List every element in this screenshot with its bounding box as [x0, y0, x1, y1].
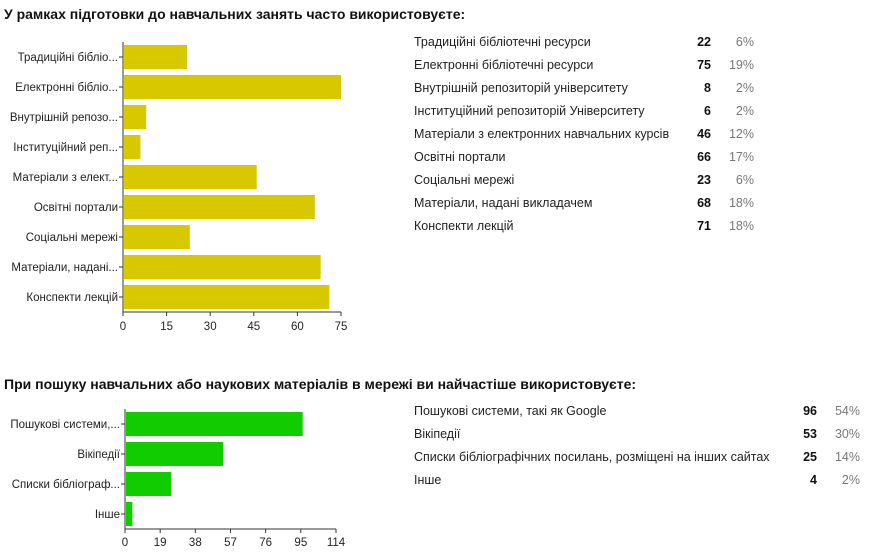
bar[interactable] [124, 195, 315, 219]
summary-row: Матеріали з електронних навчальних курсі… [414, 127, 764, 150]
summary-label: Електронні бібліотечні ресурси [414, 58, 594, 72]
category-label: Інше [95, 509, 120, 521]
summary-row: Пошукові системи, такі як Google 96 54% [414, 404, 870, 427]
x-tick-label: 19 [154, 537, 167, 549]
summary-count: 53 [803, 427, 817, 441]
category-label: Соціальні мережі [26, 232, 118, 244]
bar[interactable] [126, 412, 303, 436]
summary-count: 96 [803, 404, 817, 418]
chart-2-title: При пошуку навчальних або наукових матер… [4, 376, 637, 392]
summary-count: 22 [697, 35, 711, 49]
summary-row: Інше 4 2% [414, 473, 870, 496]
summary-label: Освітні портали [414, 150, 506, 164]
bar[interactable] [124, 285, 330, 309]
bar[interactable] [126, 472, 172, 496]
summary-label: Списки бібліографічних посилань, розміще… [414, 450, 770, 464]
summary-label: Конспекти лекцій [414, 219, 514, 233]
summary-count: 25 [803, 450, 817, 464]
bar[interactable] [124, 75, 341, 99]
chart-2-bar-chart: Пошукові системи,... Вікіпедії Списки бібл… [10, 409, 346, 549]
summary-label: Соціальні мережі [414, 173, 515, 187]
summary-row: Матеріали, надані викладачем 68 18% [414, 196, 764, 219]
bar[interactable] [124, 135, 141, 159]
summary-percent: 18% [728, 196, 754, 210]
summary-count: 23 [697, 173, 711, 187]
summary-label: Вікіпедії [414, 427, 461, 441]
bar[interactable] [124, 225, 190, 249]
summary-row: Інституційний репозиторій Університету 6 2… [414, 104, 764, 127]
category-label: Внутрішній репозо... [10, 112, 118, 124]
category-label: Матеріали з елект... [13, 172, 118, 184]
summary-percent: 2% [735, 81, 754, 95]
category-label: Списки бібліограф... [12, 479, 120, 491]
chart-1-bar-chart: Традиційні бібліо... Електронні бібліо...… [10, 42, 348, 333]
summary-label: Матеріали, надані викладачем [414, 196, 593, 210]
chart-1-summary-table: Традиційні бібліотечні ресурси 22 6% Електр… [414, 35, 774, 245]
x-tick-label: 114 [327, 537, 346, 549]
x-tick-label: 76 [259, 537, 272, 549]
summary-percent: 2% [735, 104, 754, 118]
summary-percent: 6% [735, 35, 754, 49]
x-tick-label: 15 [160, 321, 173, 333]
bar[interactable] [124, 255, 321, 279]
x-tick-label: 0 [120, 321, 126, 333]
summary-count: 68 [697, 196, 711, 210]
bar[interactable] [126, 442, 224, 466]
summary-count: 75 [697, 58, 711, 72]
summary-row: Внутрішній репозиторій університету 8 2% [414, 81, 764, 104]
summary-count: 8 [704, 81, 711, 95]
summary-percent: 14% [834, 450, 860, 464]
x-tick-label: 60 [291, 321, 304, 333]
x-tick-label: 30 [204, 321, 217, 333]
summary-row: Соціальні мережі 23 6% [414, 173, 764, 196]
summary-count: 46 [697, 127, 711, 141]
summary-count: 66 [697, 150, 711, 164]
summary-row: Конспекти лекцій 71 18% [414, 219, 764, 242]
summary-count: 71 [697, 219, 711, 233]
x-tick-label: 38 [189, 537, 202, 549]
summary-percent: 17% [728, 150, 754, 164]
summary-row: Традиційні бібліотечні ресурси 22 6% [414, 35, 764, 58]
chart-1-title: У рамках підготовки до навчальних занять… [4, 6, 466, 22]
summary-percent: 18% [728, 219, 754, 233]
summary-percent: 2% [841, 473, 860, 487]
summary-count: 4 [810, 473, 817, 487]
summary-count: 6 [704, 104, 711, 118]
summary-row: Електронні бібліотечні ресурси 75 19% [414, 58, 764, 81]
category-label: Конспекти лекцій [26, 292, 118, 304]
summary-label: Матеріали з електронних навчальних курсі… [414, 127, 670, 141]
bar[interactable] [124, 45, 187, 69]
category-label: Електронні бібліо... [15, 82, 118, 94]
summary-row: Вікіпедії 53 30% [414, 427, 870, 450]
x-tick-label: 45 [247, 321, 260, 333]
summary-label: Традиційні бібліотечні ресурси [414, 35, 591, 49]
category-label: Вікіпедії [77, 449, 120, 461]
bar[interactable] [124, 165, 257, 189]
summary-percent: 19% [728, 58, 754, 72]
summary-percent: 6% [735, 173, 754, 187]
category-label: Інституційний реп... [13, 142, 118, 154]
summary-label: Інституційний репозиторій Університету [414, 104, 645, 118]
x-tick-label: 0 [122, 537, 128, 549]
summary-label: Пошукові системи, такі як Google [414, 404, 607, 418]
chart-2-summary-table: Пошукові системи, такі як Google 96 54% Вік… [414, 404, 874, 504]
summary-row: Списки бібліографічних посилань, розміще… [414, 450, 870, 473]
summary-percent: 54% [834, 404, 860, 418]
category-label: Традиційні бібліо... [18, 52, 118, 64]
summary-percent: 12% [728, 127, 754, 141]
category-label: Пошукові системи,... [10, 419, 120, 431]
x-tick-label: 95 [294, 537, 307, 549]
category-label: Освітні портали [34, 202, 118, 214]
x-tick-label: 75 [335, 321, 348, 333]
category-label: Матеріали, надані... [11, 262, 118, 274]
summary-label: Внутрішній репозиторій університету [414, 81, 628, 95]
bar[interactable] [126, 502, 133, 526]
summary-percent: 30% [834, 427, 860, 441]
summary-row: Освітні портали 66 17% [414, 150, 764, 173]
x-tick-label: 57 [224, 537, 237, 549]
bar[interactable] [124, 105, 147, 129]
summary-label: Інше [414, 473, 442, 487]
